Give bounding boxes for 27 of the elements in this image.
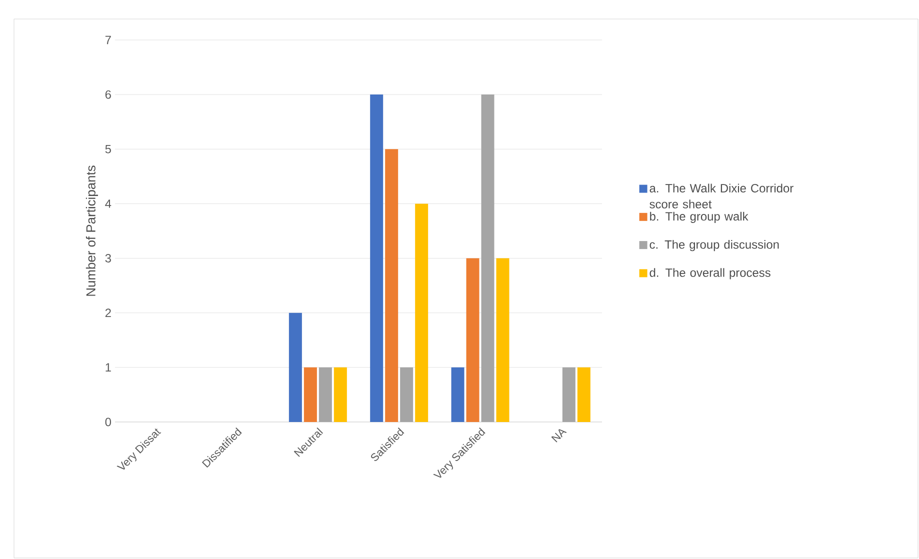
bar: [288, 312, 302, 422]
bar: [415, 204, 428, 422]
x-tick-label: NA: [551, 429, 567, 442]
legend-label: b. The group walk: [650, 212, 748, 223]
bar: [451, 367, 464, 422]
y-tick-label: 3: [105, 254, 111, 262]
bar: [370, 94, 384, 422]
bar: [466, 258, 480, 422]
bar: [496, 258, 510, 422]
bar: [562, 367, 576, 422]
y-tick-label: 4: [105, 200, 112, 208]
bar: [304, 367, 317, 422]
legend-label: c. The group discussion: [650, 240, 779, 252]
bar: [481, 94, 494, 422]
y-tick-label: 1: [106, 363, 111, 372]
legend-label: d. The overall process: [650, 268, 770, 280]
y-axis-title: Number of Participants: [86, 166, 98, 296]
bar: [385, 149, 398, 422]
y-tick-label: 0: [105, 418, 112, 426]
y-tick-label: 2: [105, 308, 111, 318]
y-tick-label: 7: [105, 36, 111, 44]
bar: [400, 367, 414, 422]
y-tick-label: 5: [105, 144, 111, 154]
bar: [334, 367, 347, 422]
bar: [318, 367, 332, 422]
bar: [577, 367, 590, 422]
y-tick-label: 6: [105, 90, 111, 99]
